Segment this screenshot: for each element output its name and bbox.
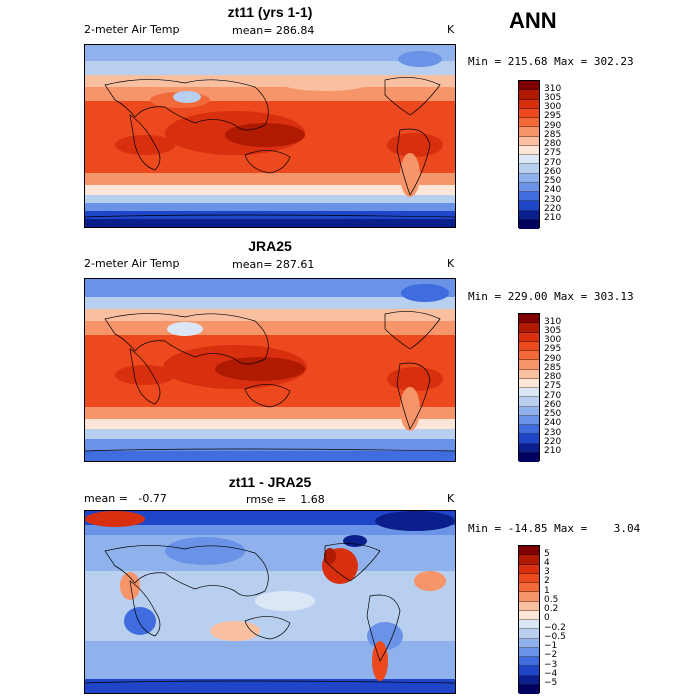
panel-obs-units: K — [447, 257, 455, 270]
obs-temperature-field — [85, 279, 455, 461]
panel-model-colorbar — [518, 80, 540, 229]
panel-obs-minmax: Min = 229.00 Max = 303.13 — [468, 290, 634, 303]
colorbar-tick: 220 — [544, 204, 562, 214]
colorbar-tick: 240 — [544, 185, 562, 195]
colorbar-tick: 270 — [544, 158, 562, 168]
colorbar-tick: 280 — [544, 139, 562, 149]
colorbar-tick: 5 — [544, 549, 550, 559]
colorbar-tick: 300 — [544, 335, 562, 345]
panel-model-map — [84, 44, 456, 228]
panel-obs-title: JRA25 — [248, 238, 292, 254]
colorbar-tick: 295 — [544, 111, 562, 121]
colorbar-tick: 1 — [544, 586, 550, 596]
colorbar-tick: 310 — [544, 317, 562, 327]
panel-diff-colorbar — [518, 545, 540, 694]
colorbar-tick: 305 — [544, 326, 562, 336]
colorbar-tick: −0.5 — [544, 632, 566, 642]
colorbar-tick: 4 — [544, 558, 550, 568]
panel-model-title: zt11 (yrs 1-1) — [227, 4, 313, 20]
panel-diff-map — [84, 510, 456, 694]
colorbar-tick: 260 — [544, 167, 562, 177]
colorbar-tick: 285 — [544, 130, 562, 140]
colorbar-tick: 0.5 — [544, 595, 559, 605]
panel-model-variable: 2-meter Air Temp — [84, 23, 180, 36]
panel-model-units: K — [447, 23, 455, 36]
colorbar-tick: 275 — [544, 148, 562, 158]
colorbar-tick: 280 — [544, 372, 562, 382]
colorbar-tick: 260 — [544, 400, 562, 410]
colorbar-tick: 305 — [544, 93, 562, 103]
colorbar-tick: 240 — [544, 418, 562, 428]
colorbar-tick: 230 — [544, 428, 562, 438]
colorbar-tick: 0 — [544, 613, 550, 623]
panel-diff-units: K — [447, 492, 455, 505]
colorbar-tick: 210 — [544, 213, 562, 223]
colorbar-tick: 285 — [544, 363, 562, 373]
panel-obs-mean: mean= 287.61 — [232, 258, 315, 271]
colorbar-tick: 290 — [544, 354, 562, 364]
colorbar-tick: 250 — [544, 176, 562, 186]
panel-model-mean: mean= 286.84 — [232, 24, 315, 37]
colorbar-tick: 310 — [544, 84, 562, 94]
panel-obs-map — [84, 278, 456, 462]
panel-diff-title: zt11 - JRA25 — [228, 474, 312, 490]
panel-model-minmax: Min = 215.68 Max = 302.23 — [468, 55, 634, 68]
colorbar-tick: 0.2 — [544, 604, 559, 614]
panel-diff-mean: mean = -0.77 — [84, 492, 167, 505]
colorbar-tick: 230 — [544, 195, 562, 205]
colorbar-tick: 250 — [544, 409, 562, 419]
panel-obs-variable: 2-meter Air Temp — [84, 257, 180, 270]
colorbar-tick: 300 — [544, 102, 562, 112]
colorbar-tick: 3 — [544, 567, 550, 577]
colorbar-tick: 210 — [544, 446, 562, 456]
panel-diff-rmse: rmse = 1.68 — [246, 493, 325, 506]
colorbar-tick: 275 — [544, 381, 562, 391]
colorbar-tick: −2 — [544, 650, 558, 660]
colorbar-tick: 295 — [544, 344, 562, 354]
difference-field — [85, 511, 455, 693]
colorbar-tick: −1 — [544, 641, 558, 651]
colorbar-tick: −0.2 — [544, 623, 566, 633]
colorbar-tick: −5 — [544, 678, 558, 688]
colorbar-tick: −4 — [544, 669, 558, 679]
model-temperature-field — [85, 45, 455, 227]
colorbar-tick: 270 — [544, 391, 562, 401]
panel-diff-minmax: Min = -14.85 Max = 3.04 — [468, 522, 641, 535]
colorbar-tick: 290 — [544, 121, 562, 131]
colorbar-tick: 220 — [544, 437, 562, 447]
panel-obs-colorbar — [518, 313, 540, 462]
colorbar-tick: −3 — [544, 660, 558, 670]
colorbar-tick: 2 — [544, 576, 550, 586]
season-label: ANN — [509, 8, 557, 33]
